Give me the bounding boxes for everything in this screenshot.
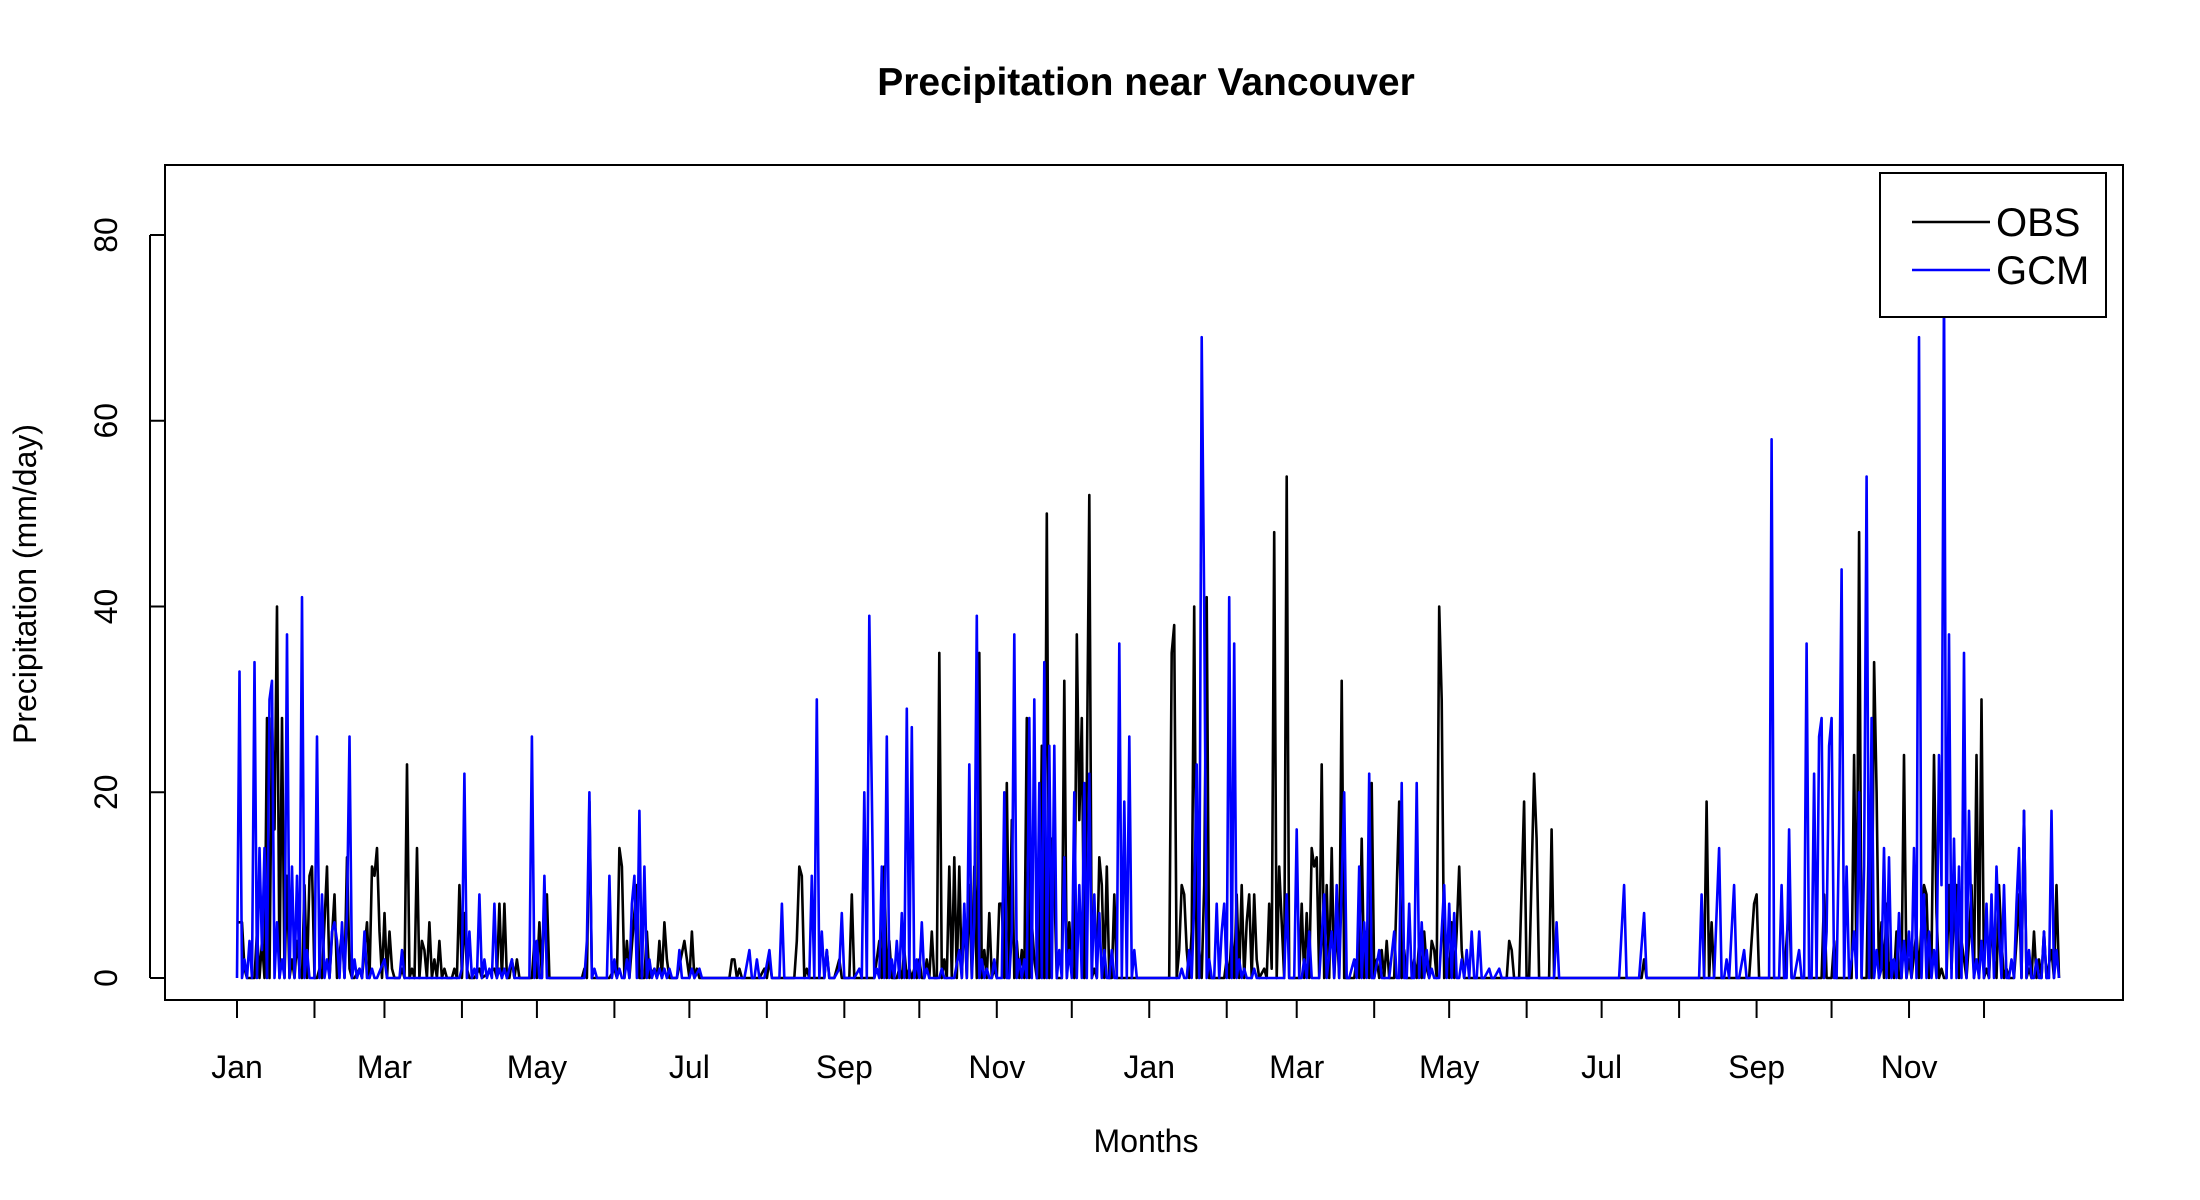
x-tick-label: Jul bbox=[1581, 1049, 1622, 1085]
legend-box bbox=[1879, 172, 2107, 318]
legend: OBS GCM bbox=[1879, 172, 2107, 318]
plot-frame bbox=[164, 164, 2124, 1001]
y-tick-label: 80 bbox=[88, 217, 124, 253]
plot-area bbox=[164, 164, 2124, 1001]
y-tick-label: 20 bbox=[88, 774, 124, 810]
chart-title: Precipitation near Vancouver bbox=[877, 61, 1415, 104]
series-line-obs bbox=[237, 475, 2061, 980]
x-tick-label: Mar bbox=[357, 1049, 412, 1085]
x-axis-label: Months bbox=[1094, 1123, 1199, 1159]
legend-obs-label: OBS bbox=[1996, 201, 2080, 245]
y-axis-label: Precipitation (mm/day) bbox=[7, 424, 43, 744]
x-axis: Jan Mar May Jul Sep Nov Jan Mar May Jul Sep Nov bbox=[211, 999, 1986, 1085]
y-tick-label: 0 bbox=[88, 969, 124, 987]
obs-series bbox=[237, 475, 2061, 980]
x-tick-label: May bbox=[507, 1049, 567, 1085]
y-tick-label: 60 bbox=[88, 403, 124, 439]
x-tick-label: Nov bbox=[1881, 1049, 1938, 1085]
series-line-gcm bbox=[235, 280, 2061, 980]
x-tick-label: Sep bbox=[1728, 1049, 1785, 1085]
x-tick-label: Jan bbox=[1123, 1049, 1175, 1085]
x-tick-label: Nov bbox=[968, 1049, 1025, 1085]
x-tick-label: Jul bbox=[669, 1049, 710, 1085]
x-tick-label: Mar bbox=[1269, 1049, 1324, 1085]
gcm-series bbox=[235, 280, 2061, 980]
x-tick-label: Sep bbox=[816, 1049, 873, 1085]
x-tick-label: Jan bbox=[211, 1049, 263, 1085]
y-axis: 0 20 40 60 80 bbox=[88, 217, 165, 987]
y-tick-label: 40 bbox=[88, 589, 124, 625]
legend-gcm-label: GCM bbox=[1996, 249, 2089, 293]
x-tick-label: May bbox=[1419, 1049, 1479, 1085]
